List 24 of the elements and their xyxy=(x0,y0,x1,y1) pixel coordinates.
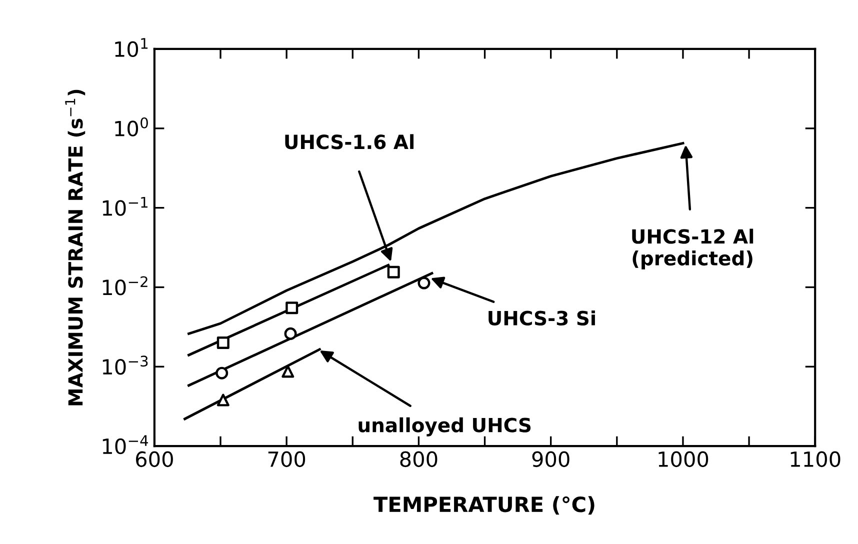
point xyxy=(216,394,230,406)
x-tick-label: 700 xyxy=(268,451,306,468)
x-tick-label: 1100 xyxy=(790,451,840,468)
y-tick-label: 10$^{−1}$ xyxy=(102,196,148,216)
annotation: UHCS-1.6 Al xyxy=(285,134,414,150)
x-tick-label: 900 xyxy=(532,451,570,468)
point xyxy=(216,366,228,380)
y-tick-label: 10$^{−3}$ xyxy=(102,356,148,375)
x-axis-title: TEMPERATURE (°C) xyxy=(374,496,594,515)
y-tick-label: 10$^{0}$ xyxy=(115,117,148,136)
point xyxy=(282,365,294,378)
x-tick-label: 1000 xyxy=(658,451,708,468)
point xyxy=(418,276,430,290)
point xyxy=(284,327,297,340)
y-axis-title: MAXIMUM STRAIN RATE (s$^{−1}$) xyxy=(65,90,86,406)
point xyxy=(216,336,230,350)
y-tick-label: 10$^{1}$ xyxy=(115,38,148,58)
point xyxy=(286,302,298,314)
y-tick-label: 10$^{−2}$ xyxy=(102,276,148,296)
x-tick-label: 800 xyxy=(400,451,438,468)
annotation: UHCS-3 Si xyxy=(488,310,595,326)
point xyxy=(387,266,400,278)
annotation: UHCS-12 Al (predicted) xyxy=(632,228,754,270)
annotation: unalloyed UHCS xyxy=(358,417,531,436)
